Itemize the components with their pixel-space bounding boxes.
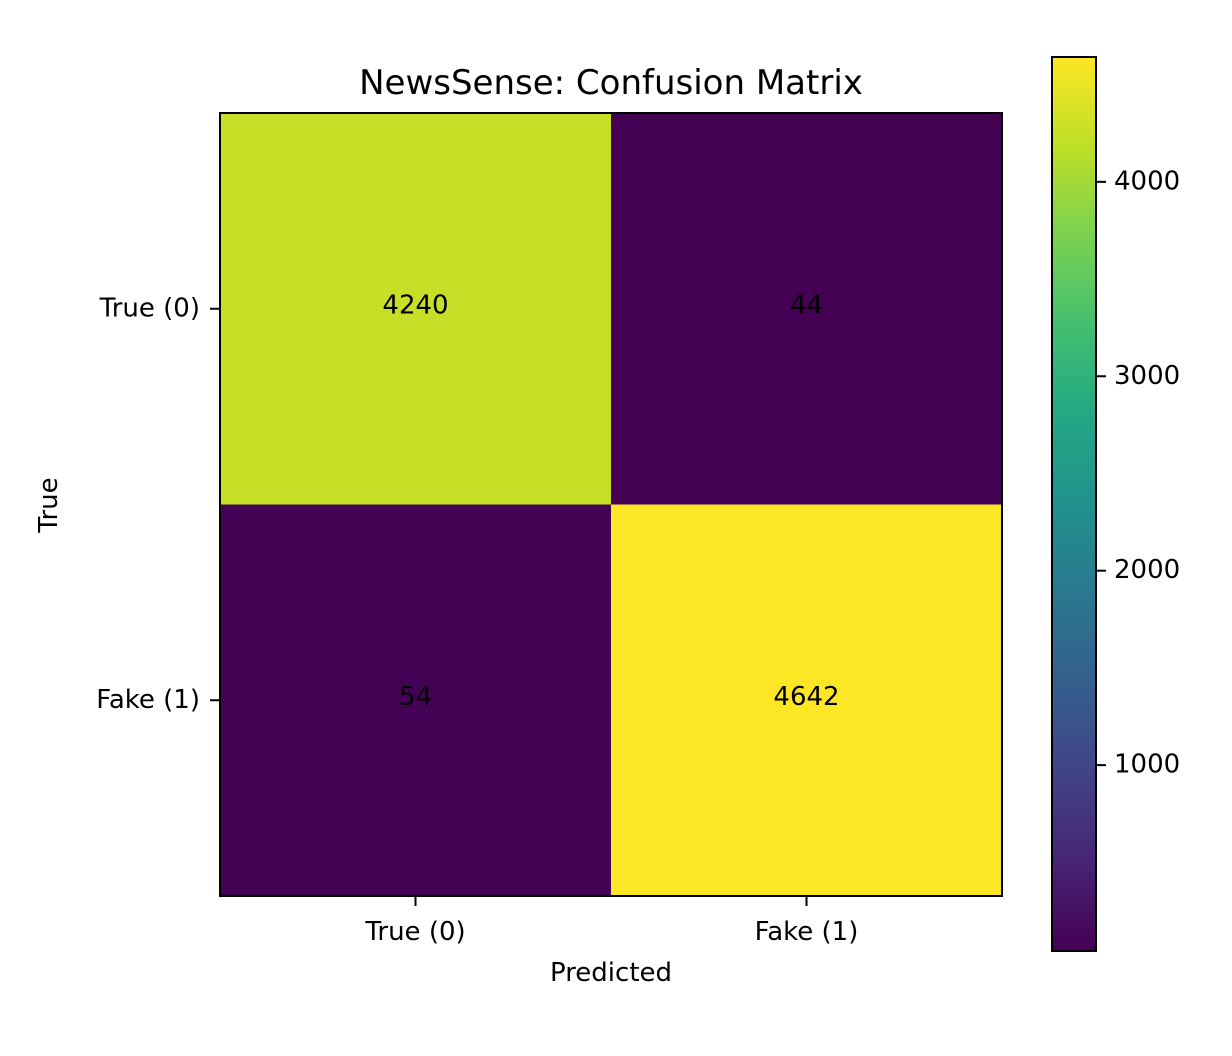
heatmap-cell xyxy=(611,113,1003,505)
colorbar-tick-label: 4000 xyxy=(1114,166,1180,196)
heatmap-cell xyxy=(220,504,612,897)
y-tick-label: True (0) xyxy=(99,293,200,323)
y-axis-label: True xyxy=(34,477,64,533)
colorbar-tick-label: 1000 xyxy=(1114,750,1180,780)
colorbar xyxy=(1051,56,1097,952)
y-tick-label: Fake (1) xyxy=(96,685,200,715)
colorbar-ticks: 1000 2000 3000 4000 xyxy=(1096,166,1180,780)
cell-value-label: 44 xyxy=(790,290,823,320)
x-tick-label: Fake (1) xyxy=(755,917,859,947)
cell-value-label: 4240 xyxy=(382,290,448,320)
heatmap-cell xyxy=(220,113,612,505)
heatmap-cell xyxy=(611,504,1003,897)
colorbar-tick-label: 2000 xyxy=(1114,555,1180,585)
x-axis-label: Predicted xyxy=(550,958,672,988)
x-tick-label: True (0) xyxy=(364,917,465,947)
cell-value-label: 4642 xyxy=(773,682,839,712)
plot-frame xyxy=(219,112,1003,897)
y-axis-ticks: True (0) Fake (1) xyxy=(96,293,220,715)
chart-title: NewsSense: Confusion Matrix xyxy=(359,63,863,103)
heatmap-cells xyxy=(220,113,1003,897)
cell-value-label: 54 xyxy=(399,682,432,712)
x-axis-ticks: True (0) Fake (1) xyxy=(364,896,858,947)
heatmap-cell-labels: 4240 44 54 4642 xyxy=(382,290,839,712)
colorbar-tick-label: 3000 xyxy=(1114,361,1180,391)
